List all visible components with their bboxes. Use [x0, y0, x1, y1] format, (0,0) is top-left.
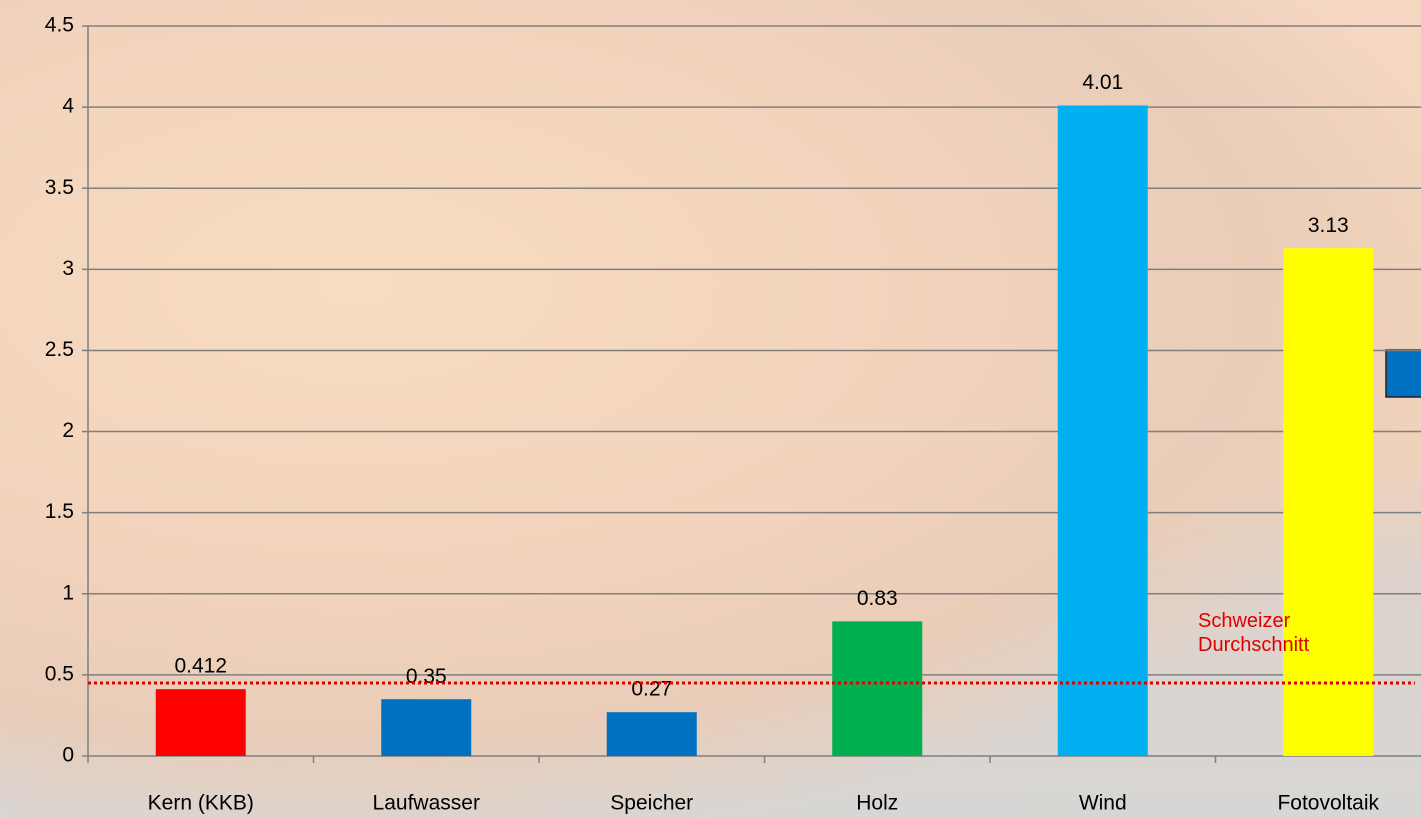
- bar: [155, 689, 246, 756]
- x-tick-label: Laufwasser: [373, 792, 480, 815]
- value-label: 0.83: [857, 587, 898, 610]
- y-tick-label: 4: [62, 95, 74, 118]
- cropped-legend-swatch: [1385, 349, 1421, 398]
- bar: [381, 699, 472, 756]
- y-tick-label: 0.5: [45, 662, 74, 685]
- y-tick-label: 2.5: [45, 338, 74, 361]
- x-tick-label: Wind: [1079, 792, 1127, 815]
- value-label: 4.01: [1082, 71, 1123, 94]
- y-tick-label: 4.5: [45, 14, 74, 37]
- reference-label: Schweizer Durchschnitt: [1198, 610, 1310, 656]
- value-label: 0.412: [174, 655, 227, 678]
- value-label: 3.13: [1308, 214, 1349, 237]
- bar: [606, 712, 697, 756]
- y-tick-label: 1.5: [45, 500, 74, 523]
- y-tick-label: 2: [62, 419, 74, 442]
- y-tick-label: 0: [62, 744, 74, 767]
- value-label: 0.27: [631, 678, 672, 701]
- bar: [1057, 105, 1148, 756]
- y-tick-label: 3.5: [45, 176, 74, 199]
- x-tick-label: Fotovoltaik: [1277, 792, 1379, 815]
- y-tick-label: 1: [62, 581, 74, 604]
- y-tick-label: 3: [62, 257, 74, 280]
- x-tick-label: Speicher: [610, 792, 693, 815]
- bar: [832, 621, 923, 756]
- x-tick-label: Holz: [856, 792, 898, 815]
- x-tick-label: Kern (KKB): [148, 792, 254, 815]
- bar: [1283, 248, 1374, 756]
